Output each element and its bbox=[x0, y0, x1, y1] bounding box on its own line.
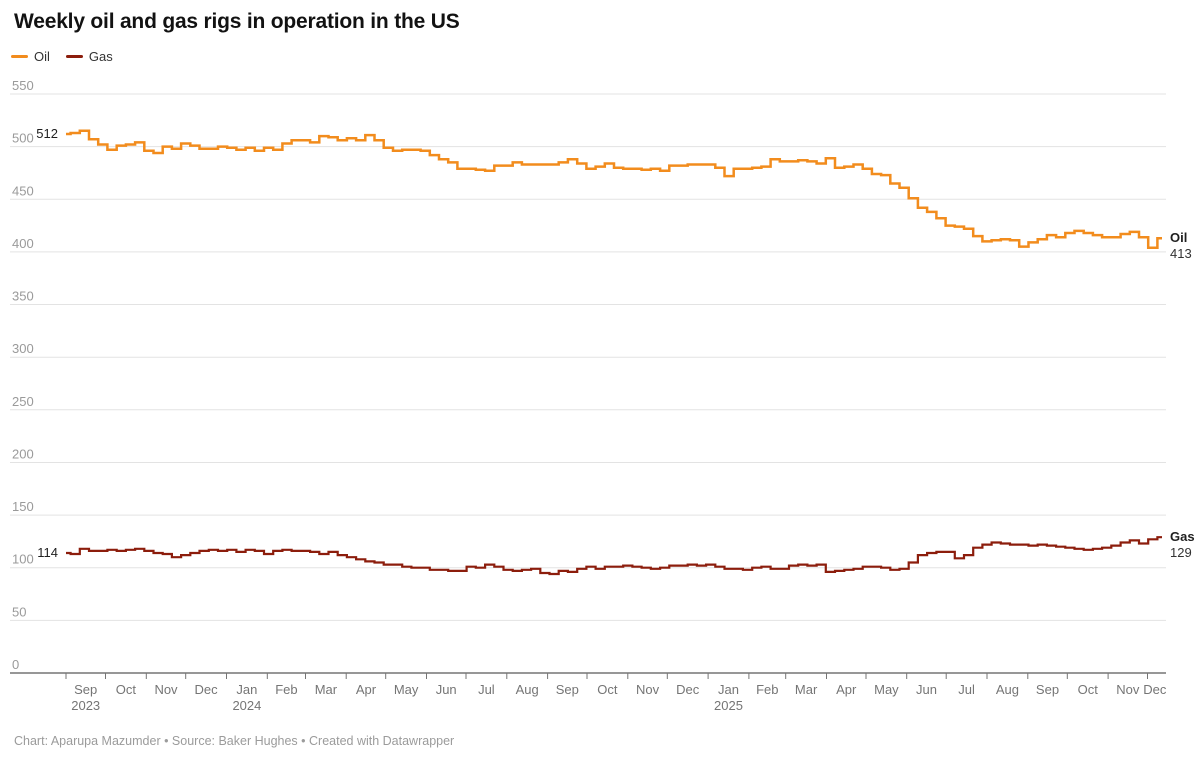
oil-start-value-label: 512 bbox=[36, 126, 58, 141]
x-axis-month-label: Aug bbox=[516, 682, 539, 697]
x-axis-month-label: May bbox=[394, 682, 419, 697]
x-axis-month-label: Dec bbox=[1143, 682, 1167, 697]
x-axis-month-label: Mar bbox=[795, 682, 818, 697]
oil-series-line bbox=[66, 129, 1162, 249]
oil-end-value-label: 413 bbox=[1170, 246, 1192, 261]
y-axis-tick-label: 300 bbox=[12, 341, 34, 356]
legend-item-oil: Oil bbox=[11, 49, 50, 64]
x-axis-month-label: Apr bbox=[836, 682, 857, 697]
oil-line-swatch-icon bbox=[11, 55, 28, 58]
x-axis-month-label: Jul bbox=[958, 682, 975, 697]
x-axis-month-label: Dec bbox=[195, 682, 219, 697]
x-axis-month-label: Nov bbox=[636, 682, 660, 697]
y-axis-tick-label: 550 bbox=[12, 78, 34, 93]
chart-attribution: Chart: Aparupa Mazumder • Source: Baker … bbox=[14, 734, 455, 748]
gas-line-swatch-icon bbox=[65, 55, 83, 58]
y-axis-tick-label: 0 bbox=[12, 657, 19, 672]
gas-start-value-label: 114 bbox=[37, 545, 58, 560]
y-axis-tick-label: 150 bbox=[12, 499, 34, 514]
x-axis-month-label: Nov bbox=[154, 682, 178, 697]
oil-end-series-label: Oil bbox=[1170, 230, 1187, 245]
x-axis-month-label: Jan bbox=[718, 682, 739, 697]
y-axis-tick-label: 100 bbox=[12, 552, 34, 567]
x-axis-month-label: Oct bbox=[116, 682, 137, 697]
x-axis-month-label: Feb bbox=[275, 682, 297, 697]
gas-end-value-label: 129 bbox=[1170, 545, 1192, 560]
x-axis-month-label: Sep bbox=[556, 682, 579, 697]
x-axis-month-label: Feb bbox=[756, 682, 778, 697]
x-axis-month-label: Sep bbox=[1036, 682, 1059, 697]
y-axis-tick-label: 350 bbox=[12, 289, 34, 304]
legend-item-gas: Gas bbox=[65, 49, 113, 64]
x-axis-month-label: Jan bbox=[236, 682, 257, 697]
x-axis-month-label: Jun bbox=[436, 682, 457, 697]
y-axis-tick-label: 50 bbox=[12, 604, 26, 619]
y-axis-tick-label: 500 bbox=[12, 131, 34, 146]
x-axis-month-label: Jun bbox=[916, 682, 937, 697]
x-axis-year-label: 2023 bbox=[71, 698, 100, 713]
legend-label-oil: Oil bbox=[34, 49, 50, 64]
y-axis-tick-label: 400 bbox=[12, 236, 34, 251]
x-axis-month-label: Mar bbox=[315, 682, 338, 697]
legend: Oil Gas bbox=[11, 49, 113, 64]
x-axis-month-label: Oct bbox=[597, 682, 618, 697]
y-axis-tick-label: 200 bbox=[12, 447, 34, 462]
x-axis-year-label: 2024 bbox=[232, 698, 261, 713]
legend-label-gas: Gas bbox=[88, 49, 113, 64]
x-axis-month-label: Sep bbox=[74, 682, 97, 697]
x-axis-month-label: Nov bbox=[1116, 682, 1140, 697]
chart-title: Weekly oil and gas rigs in operation in … bbox=[14, 10, 460, 33]
x-axis-month-label: Aug bbox=[996, 682, 1019, 697]
x-axis-year-label: 2025 bbox=[714, 698, 743, 713]
y-axis-tick-label: 250 bbox=[12, 394, 34, 409]
x-axis-month-label: Apr bbox=[356, 682, 377, 697]
gas-series-line bbox=[66, 536, 1162, 576]
x-axis-month-label: Jul bbox=[478, 682, 495, 697]
x-axis-month-label: May bbox=[874, 682, 899, 697]
x-axis-month-label: Oct bbox=[1078, 682, 1099, 697]
gas-end-series-label: Gas bbox=[1170, 529, 1195, 544]
x-axis-month-label: Dec bbox=[676, 682, 700, 697]
y-axis-tick-label: 450 bbox=[12, 183, 34, 198]
